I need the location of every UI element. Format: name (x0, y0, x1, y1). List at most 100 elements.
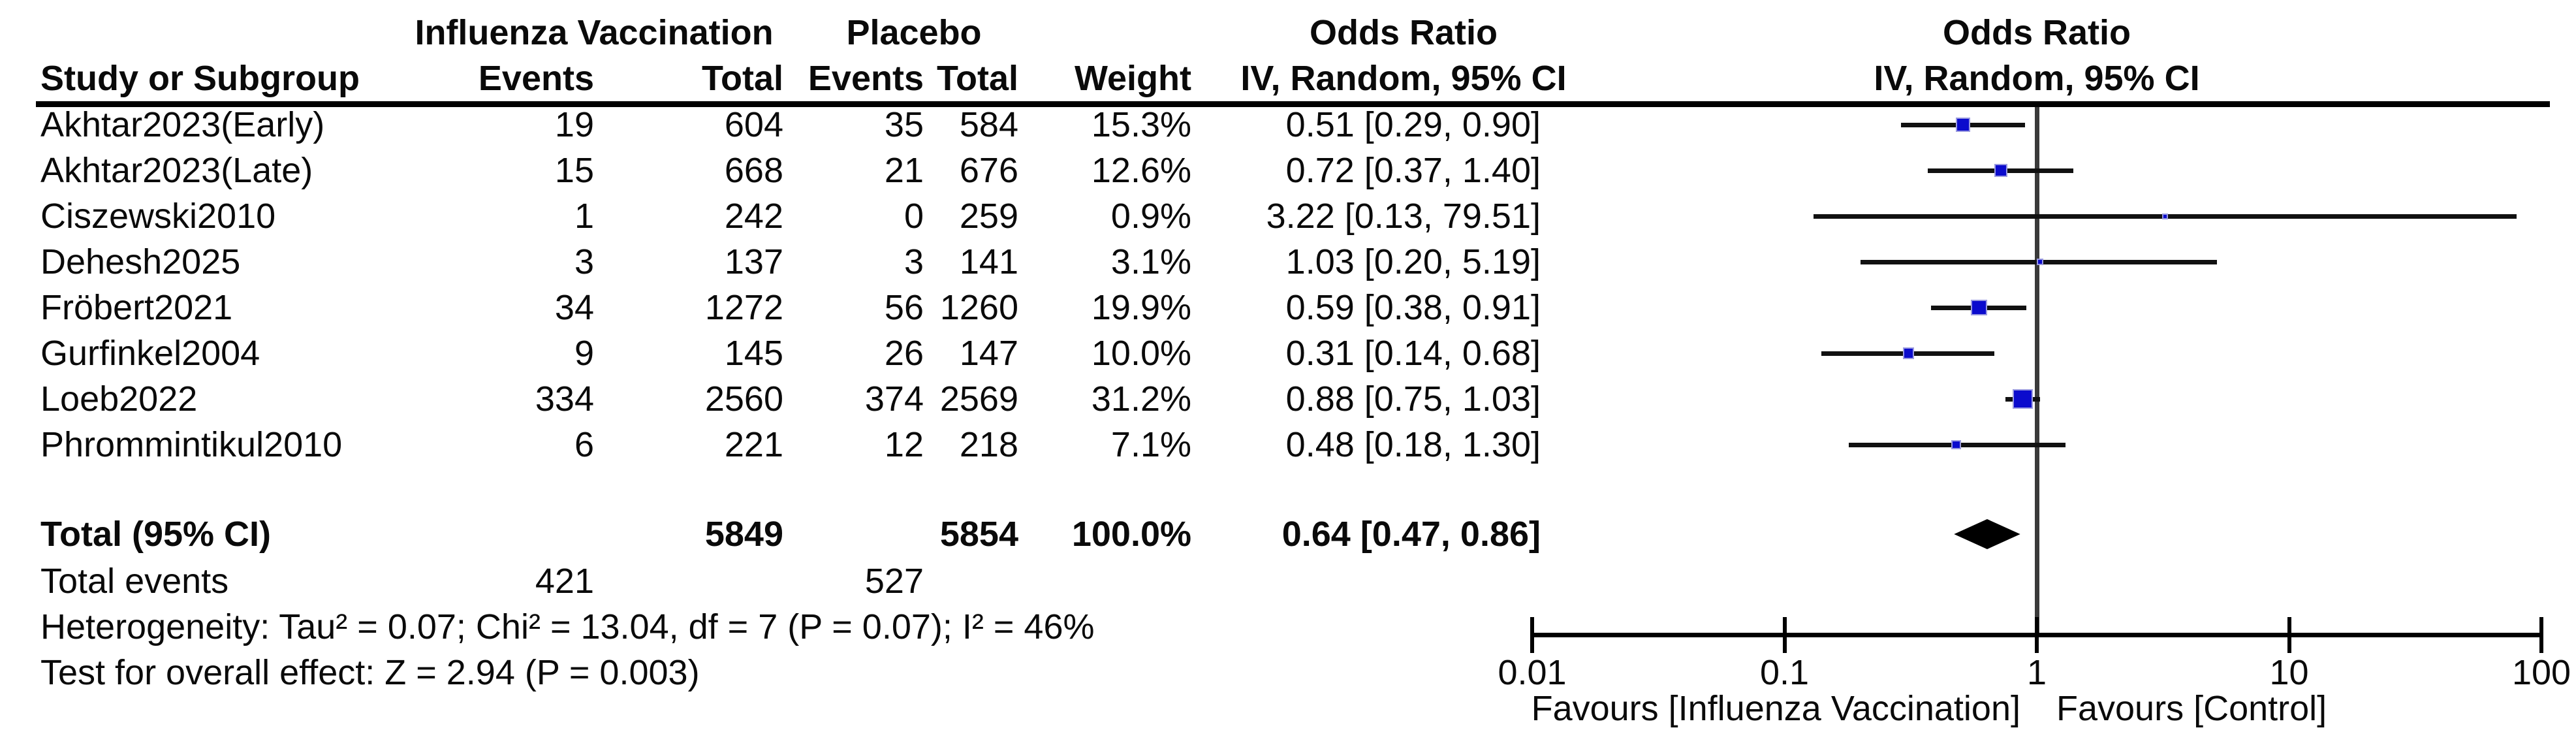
col-header-total-placebo: Total (937, 59, 1018, 98)
x-axis-tick (2287, 617, 2291, 653)
study-events-vacc: 1 (574, 197, 594, 236)
x-axis-tick-label: 100 (2511, 653, 2571, 692)
study-total-vacc: 668 (724, 151, 783, 190)
study-total-vacc: 2560 (704, 379, 783, 419)
group-header-odds-ratio: Odds Ratio (1309, 13, 1498, 52)
x-axis-tick-label: 0.01 (1498, 653, 1567, 692)
plot-header-odds-ratio: Odds Ratio (1942, 13, 2131, 52)
study-name: Ciszewski2010 (40, 197, 276, 236)
study-weight: 10.0% (1091, 334, 1191, 373)
study-weight: 15.3% (1091, 105, 1191, 144)
study-events-placebo: 26 (884, 334, 924, 373)
x-axis-tick-label: 10 (2269, 653, 2309, 692)
study-ci-text: 0.51 [0.29, 0.90] (1285, 105, 1541, 144)
null-effect-line (2035, 107, 2039, 635)
study-events-placebo: 35 (884, 105, 924, 144)
plot-col-header-ci: IV, Random, 95% CI (1874, 59, 2200, 98)
pooled-estimate-diamond (1954, 519, 2020, 549)
study-name: Loeb2022 (40, 379, 198, 419)
group-header-vaccination: Influenza Vaccination (415, 13, 774, 52)
total-row-label: Total (95% CI) (40, 515, 272, 554)
point-estimate-square (2037, 259, 2043, 265)
study-ci-text: 0.31 [0.14, 0.68] (1285, 334, 1541, 373)
x-axis-tick (1782, 617, 1787, 653)
study-total-placebo: 584 (959, 105, 1018, 144)
study-weight: 19.9% (1091, 288, 1191, 327)
study-name: Dehesh2025 (40, 242, 241, 281)
study-events-placebo: 56 (884, 288, 924, 327)
x-axis-tick (1530, 617, 1534, 653)
study-weight: 0.9% (1110, 197, 1191, 236)
study-ci-text: 0.88 [0.75, 1.03] (1285, 379, 1541, 419)
study-ci-text: 0.48 [0.18, 1.30] (1285, 425, 1541, 464)
study-total-vacc: 145 (724, 334, 783, 373)
x-axis-tick (2539, 617, 2543, 653)
col-header-ci: IV, Random, 95% CI (1240, 59, 1567, 98)
total-events-vacc: 421 (535, 562, 594, 601)
study-total-vacc: 242 (724, 197, 783, 236)
col-header-events-placebo: Events (808, 59, 924, 98)
study-total-vacc: 604 (724, 105, 783, 144)
study-ci-text: 1.03 [0.20, 5.19] (1285, 242, 1541, 281)
study-name: Gurfinkel2004 (40, 334, 260, 373)
total-events-placebo: 527 (864, 562, 924, 601)
total-vacc-n: 5849 (704, 515, 783, 554)
study-events-vacc: 19 (554, 105, 594, 144)
total-placebo-n: 5854 (939, 515, 1018, 554)
point-estimate-square (2161, 213, 2168, 219)
study-ci-text: 0.59 [0.38, 0.91] (1285, 288, 1541, 327)
study-name: Phrommintikul2010 (40, 425, 343, 464)
study-events-vacc: 9 (574, 334, 594, 373)
study-ci-text: 0.72 [0.37, 1.40] (1285, 151, 1541, 190)
favours-left-label: Favours [Influenza Vaccination] (1531, 689, 2020, 728)
favours-right-label: Favours [Control] (2056, 689, 2327, 728)
study-total-placebo: 2569 (939, 379, 1018, 419)
study-total-vacc: 1272 (704, 288, 783, 327)
col-header-weight: Weight (1075, 59, 1191, 98)
total-events-label: Total events (40, 562, 229, 601)
study-total-vacc: 221 (724, 425, 783, 464)
study-name: Fröbert2021 (40, 288, 233, 327)
study-weight: 3.1% (1110, 242, 1191, 281)
study-name: Akhtar2023(Late) (40, 151, 313, 190)
point-estimate-square (2013, 389, 2033, 409)
x-axis-tick-label: 1 (2026, 653, 2047, 692)
study-events-placebo: 0 (903, 197, 924, 236)
study-weight: 7.1% (1110, 425, 1191, 464)
study-total-placebo: 259 (959, 197, 1018, 236)
study-events-placebo: 374 (864, 379, 924, 419)
header-rule (36, 101, 2550, 107)
study-weight: 12.6% (1091, 151, 1191, 190)
point-estimate-square (1951, 439, 1962, 450)
study-total-placebo: 141 (959, 242, 1018, 281)
study-total-placebo: 218 (959, 425, 1018, 464)
study-total-placebo: 1260 (939, 288, 1018, 327)
point-estimate-square (1956, 118, 1970, 132)
study-name: Akhtar2023(Early) (40, 105, 325, 144)
study-events-vacc: 34 (554, 288, 594, 327)
study-events-placebo: 12 (884, 425, 924, 464)
col-header-events-vacc: Events (478, 59, 594, 98)
x-axis-tick-label: 0.1 (1759, 653, 1810, 692)
overall-effect-text: Test for overall effect: Z = 2.94 (P = 0… (40, 653, 700, 692)
group-header-placebo: Placebo (846, 13, 982, 52)
x-axis-tick (2035, 617, 2039, 653)
col-header-study: Study or Subgroup (40, 59, 360, 98)
study-events-vacc: 334 (535, 379, 594, 419)
total-weight: 100.0% (1071, 515, 1191, 554)
study-total-placebo: 676 (959, 151, 1018, 190)
point-estimate-square (1971, 299, 1987, 316)
study-total-vacc: 137 (724, 242, 783, 281)
point-estimate-square (1902, 347, 1915, 359)
study-total-placebo: 147 (959, 334, 1018, 373)
study-events-placebo: 3 (903, 242, 924, 281)
study-weight: 31.2% (1091, 379, 1191, 419)
study-events-placebo: 21 (884, 151, 924, 190)
study-events-vacc: 6 (574, 425, 594, 464)
col-header-total-vacc: Total (702, 59, 783, 98)
point-estimate-square (1994, 164, 2007, 177)
study-events-vacc: 3 (574, 242, 594, 281)
study-events-vacc: 15 (554, 151, 594, 190)
study-ci-text: 3.22 [0.13, 79.51] (1266, 197, 1541, 236)
